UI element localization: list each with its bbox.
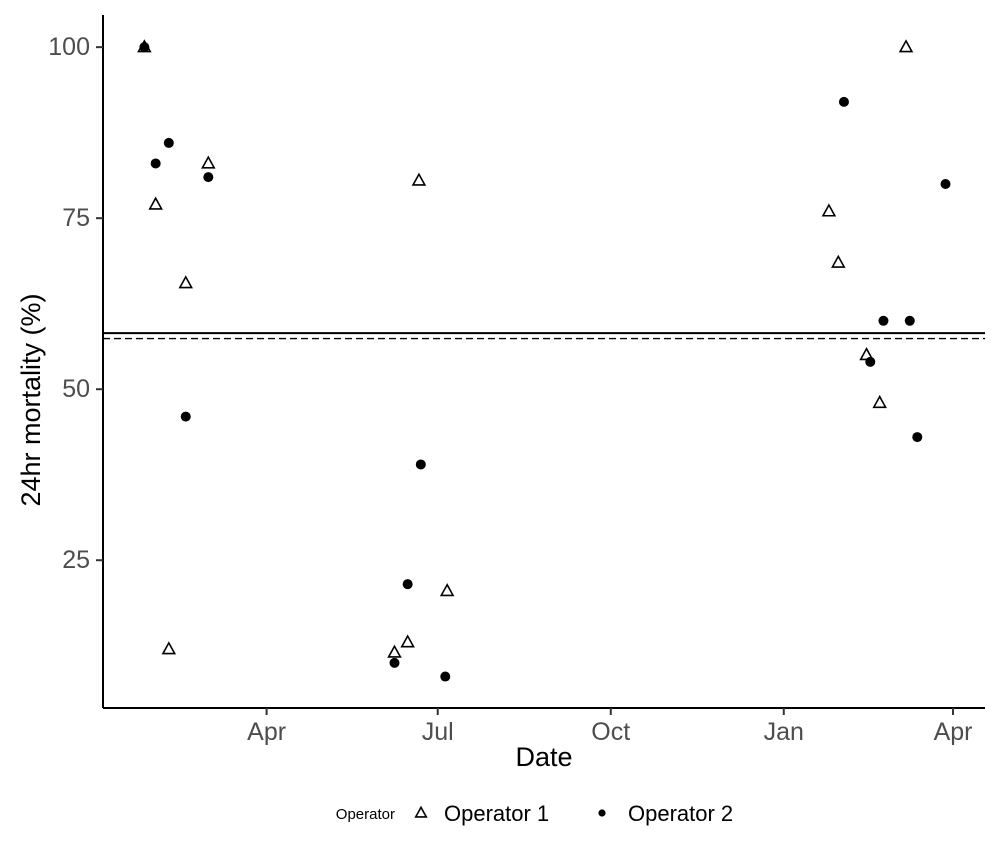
data-point-operator-2 [838, 96, 849, 107]
x-tick-label: Apr [934, 718, 973, 746]
x-axis-ticks-group: Apr Jul Oct Jan Apr [247, 708, 972, 746]
data-point-operator-2 [150, 158, 161, 169]
legend-label-operator-2: Operator 2 [628, 801, 733, 826]
data-point-operator-1 [161, 641, 177, 655]
legend-symbol-operator-1 [414, 805, 428, 818]
reference-lines-group [103, 332, 985, 340]
x-tick-label: Jan [764, 718, 804, 746]
data-point-operator-2 [389, 657, 400, 668]
legend-label-operator-1: Operator 1 [444, 801, 549, 826]
x-axis-title: Date [515, 742, 572, 772]
y-tick-label: 75 [62, 204, 90, 232]
x-tick-label: Jul [422, 718, 454, 746]
data-point-operator-1 [201, 155, 216, 169]
data-point-operator-2 [865, 356, 876, 367]
data-point-operator-2 [402, 579, 413, 590]
data-point-operator-2 [440, 671, 451, 682]
data-point-operator-2 [940, 178, 951, 189]
data-point-operator-2 [415, 459, 426, 470]
data-point-operator-1 [872, 394, 887, 409]
y-tick-label: 25 [62, 546, 90, 574]
data-point-operator-2 [904, 315, 915, 326]
y-axis-ticks-group: 100 75 50 25 [48, 33, 103, 574]
x-tick-label: Apr [247, 718, 286, 746]
data-point-operator-1 [821, 203, 837, 217]
legend-symbol-operator-2 [598, 809, 606, 817]
data-point-operator-1 [387, 644, 402, 658]
legend: Operator Operator 1 Operator 2 [336, 801, 733, 826]
data-point-operator-2 [878, 315, 889, 326]
data-point-operator-2 [203, 172, 214, 183]
data-point-operator-1 [400, 634, 415, 648]
data-point-operator-1 [831, 254, 846, 268]
legend-title: Operator [336, 806, 395, 823]
y-tick-label: 100 [48, 33, 90, 61]
data-point-operator-2 [163, 137, 174, 148]
data-point-operator-1 [178, 275, 194, 289]
y-tick-label: 50 [62, 375, 90, 403]
x-tick-label: Oct [591, 718, 630, 746]
data-point-operator-2 [139, 42, 150, 53]
data-points-group [137, 39, 951, 682]
data-point-operator-1 [411, 172, 427, 186]
data-point-operator-2 [180, 411, 191, 422]
data-point-operator-1 [148, 196, 163, 210]
data-point-operator-1 [439, 583, 455, 597]
data-point-operator-2 [912, 432, 923, 443]
y-axis-title: 24hr mortality (%) [16, 293, 46, 506]
data-point-operator-1 [898, 39, 914, 53]
